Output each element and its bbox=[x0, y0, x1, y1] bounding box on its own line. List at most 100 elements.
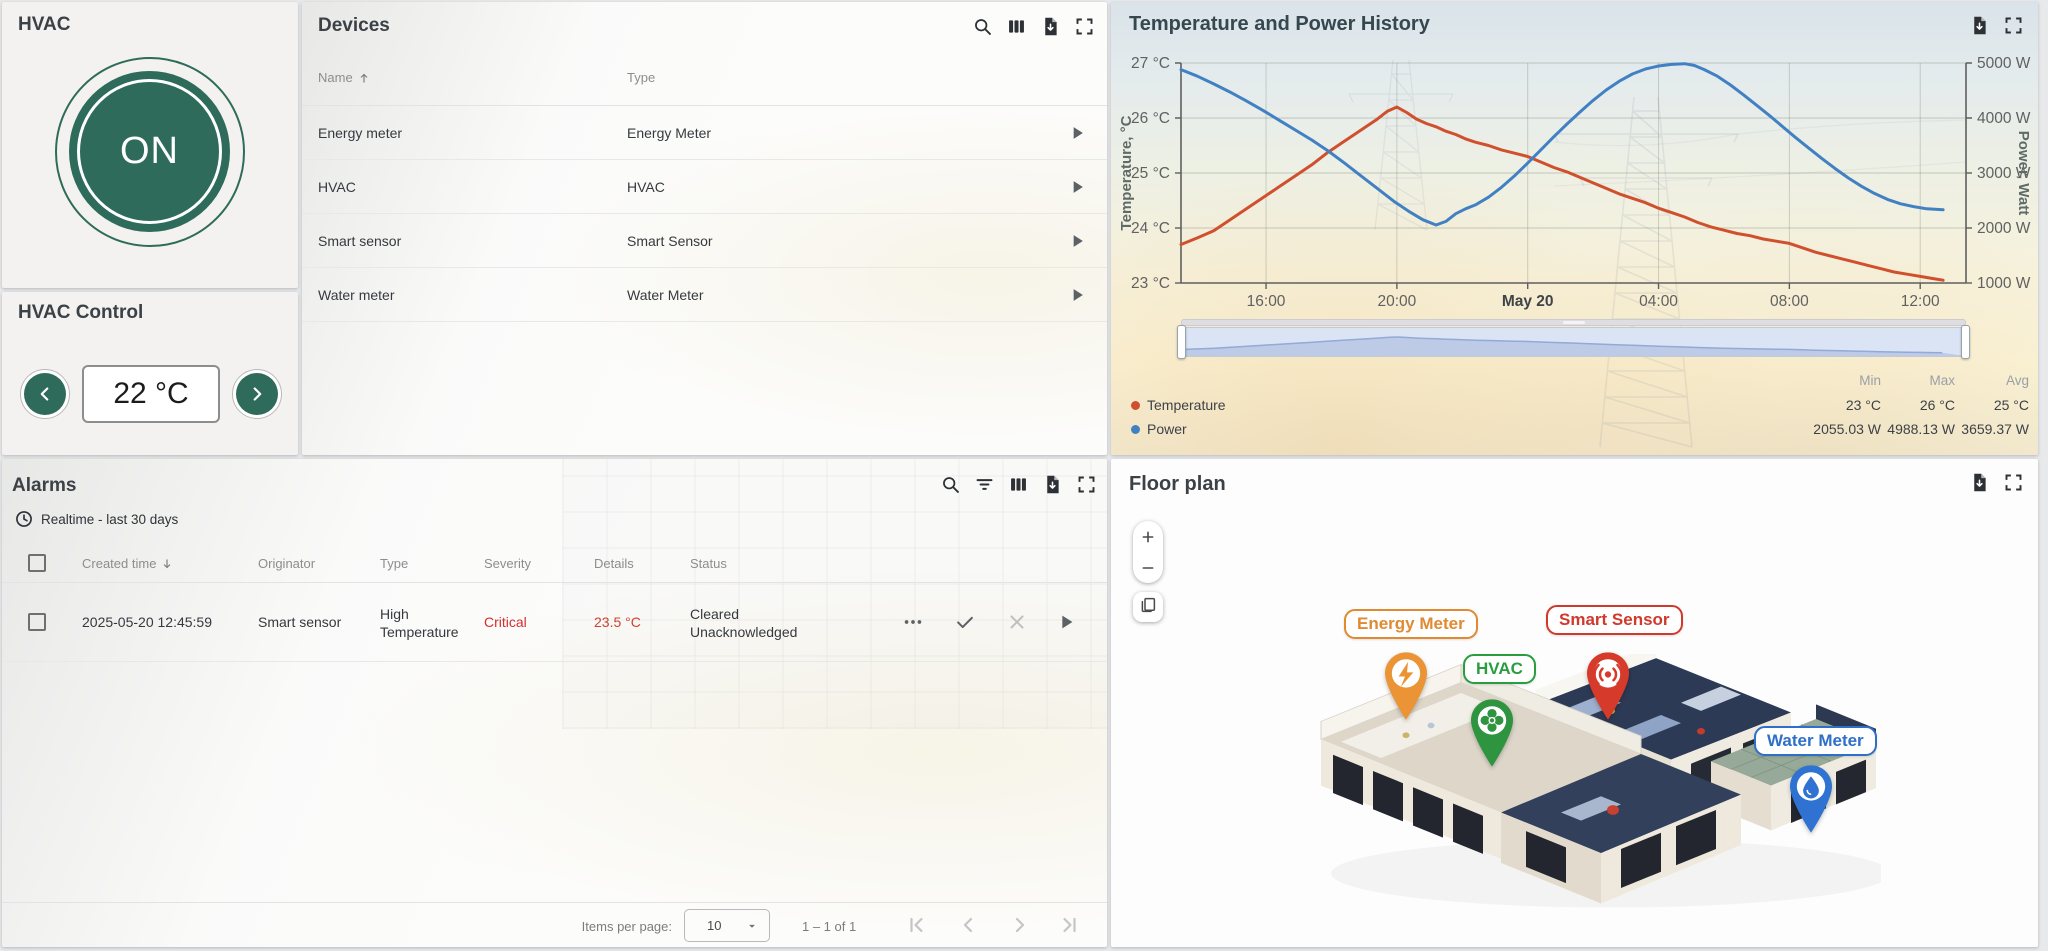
pin-energy-meter-icon[interactable] bbox=[1385, 651, 1427, 721]
devices-widget: Devices Name Type Energy meter Energy Me… bbox=[302, 2, 1107, 455]
export-widget-icon[interactable] bbox=[1042, 474, 1063, 495]
svg-text:08:00: 08:00 bbox=[1770, 293, 1809, 310]
temperature-max: 26 °C bbox=[1919, 397, 1955, 413]
columns-icon[interactable] bbox=[1008, 474, 1029, 495]
pin-hvac-icon[interactable] bbox=[1471, 698, 1513, 768]
svg-text:Power, Watt: Power, Watt bbox=[2015, 131, 2032, 215]
alarms-sort-by-created-time[interactable]: Created time bbox=[82, 556, 174, 571]
zoom-out-button[interactable] bbox=[1133, 552, 1163, 583]
marker-label-energy-meter[interactable]: Energy Meter bbox=[1344, 609, 1478, 639]
svg-text:23 °C: 23 °C bbox=[1131, 275, 1170, 292]
svg-text:4000 W: 4000 W bbox=[1977, 110, 2031, 127]
alarms-column-severity[interactable]: Severity bbox=[484, 556, 531, 571]
device-row-water-meter[interactable]: Water meter Water Meter bbox=[302, 268, 1107, 322]
hvac-control-widget: HVAC Control 22 °C bbox=[2, 292, 298, 455]
alarm-created-time: 2025-05-20 12:45:59 bbox=[82, 614, 212, 630]
temperature-power-history-widget: Temperature and Power History 27 °C 5000 … bbox=[1111, 2, 2038, 455]
device-name: Water meter bbox=[318, 287, 395, 303]
device-type: Water Meter bbox=[627, 287, 704, 303]
alarms-column-status[interactable]: Status bbox=[690, 556, 727, 571]
svg-text:27 °C: 27 °C bbox=[1131, 55, 1170, 72]
svg-text:3000 W: 3000 W bbox=[1977, 165, 2031, 182]
legend-item-power[interactable]: Power bbox=[1131, 421, 1187, 437]
power-max: 4988.13 W bbox=[1887, 421, 1955, 437]
marker-label-water-meter[interactable]: Water Meter bbox=[1754, 726, 1877, 756]
acknowledge-alarm-icon[interactable] bbox=[954, 611, 976, 633]
more-actions-icon[interactable] bbox=[902, 611, 924, 633]
select-all-checkbox[interactable] bbox=[28, 554, 46, 572]
export-widget-icon[interactable] bbox=[1040, 16, 1061, 37]
alarms-background-photo bbox=[2, 459, 1107, 947]
marker-label-hvac[interactable]: HVAC bbox=[1463, 654, 1536, 684]
hvac-power-button[interactable]: ON bbox=[55, 57, 245, 247]
first-page-icon[interactable] bbox=[904, 913, 928, 937]
export-widget-icon[interactable] bbox=[1969, 472, 1990, 493]
alarms-time-window[interactable]: Realtime - last 30 days bbox=[14, 509, 178, 529]
svg-text:04:00: 04:00 bbox=[1639, 293, 1678, 310]
device-dashboard-icon[interactable] bbox=[1067, 123, 1087, 143]
datazoom-slider[interactable] bbox=[1181, 327, 1966, 357]
scrollbar-grip[interactable] bbox=[1562, 321, 1585, 324]
map-layers-button[interactable] bbox=[1133, 592, 1163, 622]
fullscreen-icon[interactable] bbox=[2003, 472, 2024, 493]
alarms-title: Alarms bbox=[12, 475, 77, 496]
hvac-power-state-label: ON bbox=[120, 130, 179, 172]
device-dashboard-icon[interactable] bbox=[1067, 231, 1087, 251]
alarm-severity: Critical bbox=[484, 614, 527, 630]
device-type: Energy Meter bbox=[627, 125, 712, 141]
next-page-icon[interactable] bbox=[1008, 913, 1032, 937]
hvac-power-button-disc: ON bbox=[69, 71, 230, 232]
device-row-energy-meter[interactable]: Energy meter Energy Meter bbox=[302, 106, 1107, 160]
devices-sort-by-name[interactable]: Name bbox=[318, 70, 371, 85]
svg-text:24 °C: 24 °C bbox=[1131, 220, 1170, 237]
temperature-decrease-button[interactable] bbox=[20, 369, 70, 419]
page-size-select[interactable]: 10 bbox=[684, 909, 770, 942]
alarms-column-originator[interactable]: Originator bbox=[258, 556, 316, 571]
datazoom-left-handle[interactable] bbox=[1177, 325, 1186, 359]
fullscreen-icon[interactable] bbox=[2003, 15, 2024, 36]
alarms-column-type[interactable]: Type bbox=[380, 556, 409, 571]
devices-table-header: Name Type bbox=[302, 50, 1107, 106]
legend-item-temperature[interactable]: Temperature bbox=[1131, 397, 1226, 413]
alarms-column-details[interactable]: Details bbox=[594, 556, 634, 571]
zoom-in-button[interactable] bbox=[1133, 521, 1163, 552]
device-row-hvac[interactable]: HVAC HVAC bbox=[302, 160, 1107, 214]
temperature-increase-button[interactable] bbox=[232, 369, 282, 419]
svg-text:16:00: 16:00 bbox=[1247, 293, 1286, 310]
alarms-widget: Alarms Realtime - last 30 days Created t… bbox=[2, 459, 1107, 947]
device-row-smart-sensor[interactable]: Smart sensor Smart Sensor bbox=[302, 214, 1107, 268]
datazoom-right-handle[interactable] bbox=[1961, 325, 1970, 359]
temperature-setpoint-value: 22 °C bbox=[113, 377, 189, 410]
pin-water-meter-icon[interactable] bbox=[1790, 764, 1832, 834]
svg-text:Temperature, °C: Temperature, °C bbox=[1118, 115, 1135, 230]
search-icon[interactable] bbox=[940, 474, 961, 495]
alarm-details-icon[interactable] bbox=[1055, 611, 1077, 633]
alarm-row[interactable]: 2025-05-20 12:45:59 Smart sensor High Te… bbox=[2, 583, 1107, 662]
fullscreen-icon[interactable] bbox=[1076, 474, 1097, 495]
device-dashboard-icon[interactable] bbox=[1067, 285, 1087, 305]
alarm-type: High Temperature bbox=[380, 606, 459, 640]
previous-page-icon[interactable] bbox=[956, 913, 980, 937]
device-dashboard-icon[interactable] bbox=[1067, 177, 1087, 197]
device-type: Smart Sensor bbox=[627, 233, 713, 249]
marker-label-smart-sensor[interactable]: Smart Sensor bbox=[1546, 605, 1683, 635]
devices-column-type[interactable]: Type bbox=[627, 70, 656, 85]
clock-icon bbox=[14, 509, 34, 529]
map-zoom-control bbox=[1133, 521, 1163, 583]
svg-text:2000 W: 2000 W bbox=[1977, 220, 2031, 237]
export-widget-icon[interactable] bbox=[1969, 15, 1990, 36]
last-page-icon[interactable] bbox=[1058, 913, 1082, 937]
sort-ascending-icon bbox=[360, 73, 367, 83]
filter-icon[interactable] bbox=[974, 474, 995, 495]
columns-icon[interactable] bbox=[1006, 16, 1027, 37]
chart-title: Temperature and Power History bbox=[1129, 13, 1430, 35]
alarm-row-checkbox[interactable] bbox=[28, 613, 46, 631]
search-icon[interactable] bbox=[972, 16, 993, 37]
fullscreen-icon[interactable] bbox=[1074, 16, 1095, 37]
hvac-widget-title: HVAC bbox=[18, 14, 71, 35]
legend-col-avg: Avg bbox=[2005, 372, 2029, 388]
datazoom-scrollbar[interactable] bbox=[1181, 319, 1966, 326]
chevron-left-icon bbox=[24, 373, 66, 415]
clear-alarm-icon[interactable] bbox=[1006, 611, 1028, 633]
pin-smart-sensor-icon[interactable] bbox=[1587, 651, 1629, 721]
